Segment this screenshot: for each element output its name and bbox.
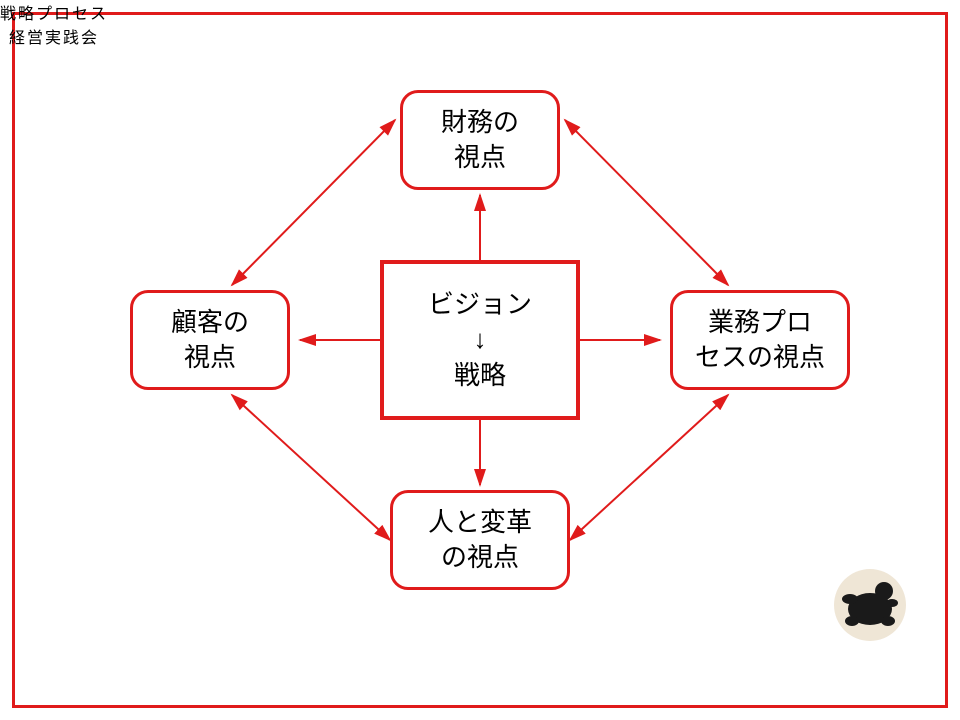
right-line-2: セスの視点 (695, 340, 825, 375)
center-line-2: ↓ (428, 322, 532, 357)
left-line-2: 視点 (171, 340, 249, 375)
center-node: ビジョン ↓ 戦略 (380, 260, 580, 420)
right-node: 業務プロ セスの視点 (670, 290, 850, 390)
left-node: 顧客の 視点 (130, 290, 290, 390)
logo-line-2: 経営実践会 (0, 24, 108, 48)
top-line-1: 財務の (441, 105, 519, 140)
logo-text: 戦略プロセス 経営実践会 (0, 0, 108, 48)
left-line-1: 顧客の (171, 305, 249, 340)
top-line-2: 視点 (441, 140, 519, 175)
bottom-node: 人と変革 の視点 (390, 490, 570, 590)
center-line-3: 戦略 (428, 358, 532, 393)
top-node: 財務の 視点 (400, 90, 560, 190)
bottom-line-1: 人と変革 (428, 505, 532, 540)
center-line-1: ビジョン (428, 287, 532, 322)
right-line-1: 業務プロ (695, 305, 825, 340)
bottom-line-2: の視点 (428, 540, 532, 575)
logo-line-1: 戦略プロセス (0, 0, 108, 24)
